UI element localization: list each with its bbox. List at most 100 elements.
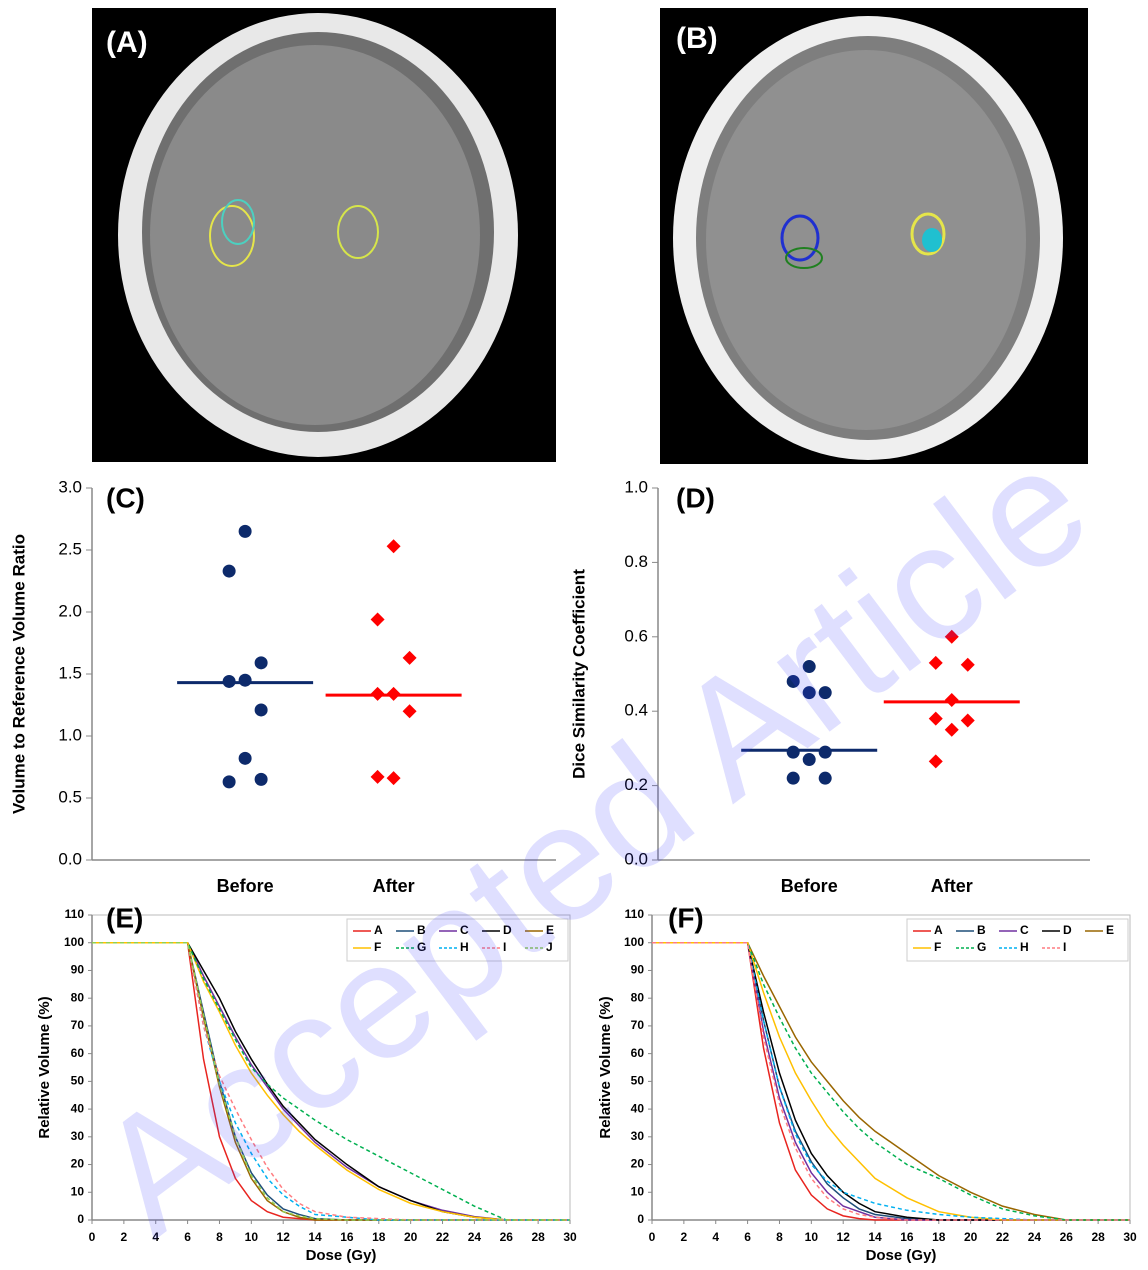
dvh-line <box>652 943 1130 1220</box>
point <box>387 771 401 785</box>
y-tick-label: 0.8 <box>624 552 648 571</box>
y-tick-label: 110 <box>65 907 85 921</box>
y-axis-label: Relative Volume (%) <box>597 996 614 1138</box>
point <box>223 565 236 578</box>
x-tick-label: 24 <box>1028 1230 1042 1244</box>
y-tick-label: 90 <box>631 963 645 977</box>
point <box>961 714 975 728</box>
dvh-line <box>652 943 1130 1220</box>
x-tick-label: 28 <box>1091 1230 1105 1244</box>
y-tick-label: 70 <box>631 1018 645 1032</box>
y-tick-label: 2.5 <box>58 539 82 558</box>
y-tick-label: 0 <box>637 1212 644 1226</box>
ct-image-a: (A) <box>92 8 556 462</box>
point <box>387 687 401 701</box>
legend-label: C <box>1020 923 1029 937</box>
x-tick-label: 16 <box>900 1230 914 1244</box>
point <box>223 775 236 788</box>
ct-image-b: (B) <box>660 8 1088 464</box>
x-tick-label: 4 <box>712 1230 719 1244</box>
figure: (A) (B) 0.0 0.5 1.0 1.5 2.0 2.5 3.0 Before After… <box>0 0 1148 1270</box>
x-tick-label: 2 <box>681 1230 688 1244</box>
y-tick-label: 1.5 <box>58 663 82 682</box>
y-tick-label: 100 <box>64 935 84 949</box>
x-tick-label: 20 <box>964 1230 978 1244</box>
y-tick-label: 20 <box>631 1157 645 1171</box>
panel-label: (C) <box>106 482 145 513</box>
legend-label: E <box>1106 923 1114 937</box>
dvh-line <box>652 943 1130 1220</box>
point <box>387 539 401 553</box>
legend-label: A <box>934 923 943 937</box>
point <box>371 612 385 626</box>
y-tick-label: 30 <box>631 1129 645 1143</box>
x-tick-label: 14 <box>308 1230 322 1244</box>
x-tick-label: 18 <box>932 1230 946 1244</box>
x-tick-label: 0 <box>649 1230 656 1244</box>
y-tick-label: 20 <box>71 1157 85 1171</box>
y-tick-label: 0.5 <box>58 787 82 806</box>
x-tick-label: 6 <box>744 1230 751 1244</box>
point <box>239 752 252 765</box>
panel-label: (D) <box>676 482 715 513</box>
panel-label: (E) <box>106 902 143 933</box>
legend-label: B <box>977 923 986 937</box>
x-tick-label: 22 <box>436 1230 450 1244</box>
legend-label: D <box>1063 923 1072 937</box>
point <box>371 770 385 784</box>
dvh-line <box>652 943 1130 1220</box>
x-tick-label: 20 <box>404 1230 418 1244</box>
x-tick-label: 0 <box>89 1230 96 1244</box>
y-tick-label: 0.6 <box>624 626 648 645</box>
dvh-line <box>652 943 1130 1220</box>
point <box>945 693 959 707</box>
y-tick-label: 70 <box>71 1018 85 1032</box>
y-tick-label: 0.0 <box>58 849 82 868</box>
x-tick-label: 2 <box>121 1230 128 1244</box>
x-tick-label: Before <box>781 876 838 896</box>
dvh-line <box>652 943 1130 1220</box>
y-tick-label: 2.0 <box>58 601 82 620</box>
panel-label: (B) <box>676 22 718 55</box>
x-tick-label: 10 <box>805 1230 819 1244</box>
y-tick-label: 3.0 <box>58 477 82 496</box>
x-tick-label: 28 <box>531 1230 545 1244</box>
panel-label: (A) <box>106 26 148 59</box>
x-tick-label: 30 <box>563 1230 577 1244</box>
x-tick-label: After <box>931 876 973 896</box>
point <box>239 525 252 538</box>
dvh-line <box>652 943 1130 1220</box>
x-axis-label: Dose (Gy) <box>866 1247 937 1264</box>
legend-label: G <box>977 940 986 954</box>
point <box>239 674 252 687</box>
point <box>929 712 943 726</box>
y-tick-label: 0 <box>77 1212 84 1226</box>
y-tick-label: 60 <box>631 1046 645 1060</box>
x-tick-label: 26 <box>1060 1230 1074 1244</box>
watermark: Accepted Article <box>64 410 1120 1269</box>
y-tick-label: 40 <box>631 1101 645 1115</box>
y-tick-label: 50 <box>631 1074 645 1088</box>
x-tick-label: 18 <box>372 1230 386 1244</box>
y-tick-label: 80 <box>631 990 645 1004</box>
y-tick-label: 1.0 <box>58 725 82 744</box>
x-tick-label: 8 <box>776 1230 783 1244</box>
y-tick-label: 90 <box>71 963 85 977</box>
point <box>403 704 417 718</box>
y-tick-label: 60 <box>71 1046 85 1060</box>
x-tick-label: 14 <box>868 1230 882 1244</box>
x-tick-label: 22 <box>996 1230 1010 1244</box>
x-tick-label: 24 <box>468 1230 482 1244</box>
point <box>223 675 236 688</box>
x-tick-label: 12 <box>837 1230 851 1244</box>
point <box>255 656 268 669</box>
y-axis-label: Relative Volume (%) <box>36 996 53 1138</box>
y-tick-label: 10 <box>71 1184 85 1198</box>
point <box>929 754 943 768</box>
y-axis-label: Volume to Reference Volume Ratio <box>9 534 28 814</box>
y-tick-label: 50 <box>71 1074 85 1088</box>
legend-label: H <box>1020 940 1029 954</box>
y-tick-label: 10 <box>631 1184 645 1198</box>
x-tick-label: Before <box>217 876 274 896</box>
panel-label: (F) <box>668 902 704 933</box>
